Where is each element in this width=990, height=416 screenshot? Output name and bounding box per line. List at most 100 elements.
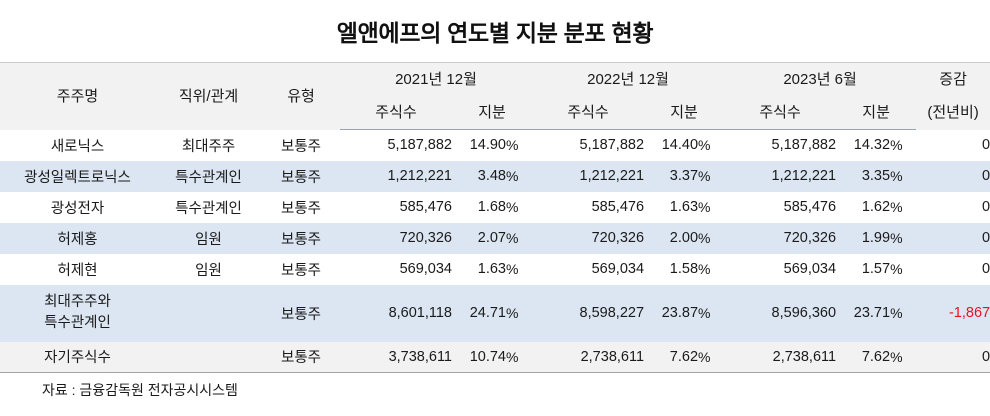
cell-name: 새로닉스 (0, 129, 155, 161)
col-header-period-2023: 2023년 6월 (724, 62, 917, 96)
cell-pct-symbol-2021: % (506, 284, 533, 342)
cell-pct-symbol-2023: % (890, 160, 917, 192)
cell-pct-symbol-2022: % (698, 341, 725, 373)
col-header-period-2022: 2022년 12월 (532, 62, 725, 96)
cell-shares-2021: 8,601,118 (340, 284, 452, 342)
cell-pct-2021: 1.68 (452, 191, 506, 223)
col-header-shares-2021: 주식수 (340, 96, 452, 130)
col-header-pct-2023: 지분 (836, 96, 917, 130)
cell-shares-2022: 8,598,227 (532, 284, 645, 342)
cell-pct-2023: 14.32 (836, 129, 891, 161)
col-header-period-2021: 2021년 12월 (340, 62, 533, 96)
cell-pct-symbol-2023: % (890, 341, 917, 373)
cell-name: 허제홍 (0, 222, 155, 254)
cell-pct-symbol-2022: % (698, 222, 725, 254)
cell-shares-2023: 720,326 (724, 222, 837, 254)
cell-shares-2022: 720,326 (532, 222, 645, 254)
page-title: 엘앤에프의 연도별 지분 분포 현황 (336, 20, 654, 46)
cell-change: 0 (916, 160, 990, 192)
page-title-bar: 엘앤에프의 연도별 지분 분포 현황 (0, 0, 990, 62)
cell-relation: 특수관계인 (155, 160, 262, 192)
cell-change: 0 (916, 222, 990, 254)
cell-pct-2023: 1.62 (836, 191, 891, 223)
table-row-summary: 최대주주와 특수관계인 보통주 8,601,118 24.71 % 8,598,… (0, 284, 990, 342)
cell-name: 허제현 (0, 253, 155, 285)
col-header-shares-2023: 주식수 (724, 96, 837, 130)
cell-relation: 특수관계인 (155, 191, 262, 223)
cell-relation (155, 284, 262, 342)
cell-name: 자기주식수 (0, 341, 155, 373)
cell-change: 0 (916, 253, 990, 285)
cell-name-line1: 최대주주와 (44, 293, 111, 310)
table-header-row-top: 주주명 직위/관계 유형 2021년 12월 2022년 12월 2023년 6… (0, 62, 990, 130)
cell-type: 보통주 (262, 341, 340, 373)
cell-shares-2022: 569,034 (532, 253, 645, 285)
col-header-relation: 직위/관계 (155, 62, 262, 130)
col-header-pct-2021: 지분 (452, 96, 533, 130)
cell-change: -1,867 (916, 284, 990, 342)
cell-type: 보통주 (262, 222, 340, 254)
cell-relation: 임원 (155, 253, 262, 285)
cell-pct-2022: 2.00 (644, 222, 699, 254)
cell-type: 보통주 (262, 160, 340, 192)
cell-shares-2021: 720,326 (340, 222, 452, 254)
source-note: 자료 : 금융감독원 전자공시시스템 (42, 381, 238, 398)
cell-change: 0 (916, 129, 990, 161)
cell-pct-symbol-2022: % (698, 191, 725, 223)
col-header-change-line1: 증감 (939, 71, 967, 89)
cell-shares-2021: 1,212,221 (340, 160, 452, 192)
cell-pct-2023: 1.57 (836, 253, 891, 285)
table-body: 새로닉스 최대주주 보통주 5,187,882 14.90 % 5,187,88… (0, 129, 990, 373)
cell-name: 광성전자 (0, 191, 155, 223)
cell-type: 보통주 (262, 129, 340, 161)
cell-shares-2021: 5,187,882 (340, 129, 452, 161)
table-header-row-bottom: 주식수 지분 주식수 지분 주식수 지분 (0, 96, 990, 130)
col-header-type: 유형 (262, 62, 340, 130)
cell-shares-2023: 5,187,882 (724, 129, 837, 161)
cell-pct-symbol-2023: % (890, 284, 917, 342)
cell-pct-symbol-2021: % (506, 160, 533, 192)
cell-pct-2021: 24.71 (452, 284, 506, 342)
col-header-name: 주주명 (0, 62, 155, 130)
cell-pct-symbol-2021: % (506, 253, 533, 285)
cell-shares-2022: 1,212,221 (532, 160, 645, 192)
cell-shares-2022: 5,187,882 (532, 129, 645, 161)
table-row: 자기주식수 보통주 3,738,611 10.74 % 2,738,611 7.… (0, 341, 990, 373)
cell-name-line2: 특수관계인 (44, 315, 111, 331)
cell-pct-2023: 1.99 (836, 222, 891, 254)
cell-shares-2023: 8,596,360 (724, 284, 837, 342)
cell-pct-symbol-2022: % (698, 284, 725, 342)
cell-relation (155, 341, 262, 373)
cell-pct-2022: 23.87 (644, 284, 699, 342)
cell-pct-2021: 14.90 (452, 129, 506, 161)
cell-shares-2021: 585,476 (340, 191, 452, 223)
shareholder-distribution-table: 주주명 직위/관계 유형 2021년 12월 2022년 12월 2023년 6… (0, 62, 990, 373)
cell-type: 보통주 (262, 191, 340, 223)
cell-relation: 임원 (155, 222, 262, 254)
table-row: 허제홍 임원 보통주 720,326 2.07 % 720,326 2.00 %… (0, 222, 990, 254)
col-header-change: 증감 (전년비) (916, 62, 990, 130)
table-header: 주주명 직위/관계 유형 2021년 12월 2022년 12월 2023년 6… (0, 62, 990, 130)
cell-pct-symbol-2021: % (506, 341, 533, 373)
col-header-shares-2022: 주식수 (532, 96, 645, 130)
cell-pct-2022: 14.40 (644, 129, 699, 161)
cell-pct-2021: 10.74 (452, 341, 506, 373)
cell-pct-2021: 3.48 (452, 160, 506, 192)
cell-pct-2022: 7.62 (644, 341, 699, 373)
cell-pct-2022: 1.58 (644, 253, 699, 285)
cell-shares-2021: 569,034 (340, 253, 452, 285)
cell-type: 보통주 (262, 284, 340, 342)
col-header-change-line2: (전년비) (927, 104, 979, 122)
cell-shares-2023: 1,212,221 (724, 160, 837, 192)
cell-pct-symbol-2023: % (890, 191, 917, 223)
cell-pct-symbol-2021: % (506, 222, 533, 254)
cell-name: 광성일렉트로닉스 (0, 160, 155, 192)
cell-pct-symbol-2023: % (890, 129, 917, 161)
cell-change: 0 (916, 191, 990, 223)
table-footer: 자료 : 금융감독원 전자공시시스템 (0, 373, 990, 406)
cell-pct-2021: 1.63 (452, 253, 506, 285)
cell-type: 보통주 (262, 253, 340, 285)
cell-pct-2023: 7.62 (836, 341, 891, 373)
cell-pct-2022: 3.37 (644, 160, 699, 192)
